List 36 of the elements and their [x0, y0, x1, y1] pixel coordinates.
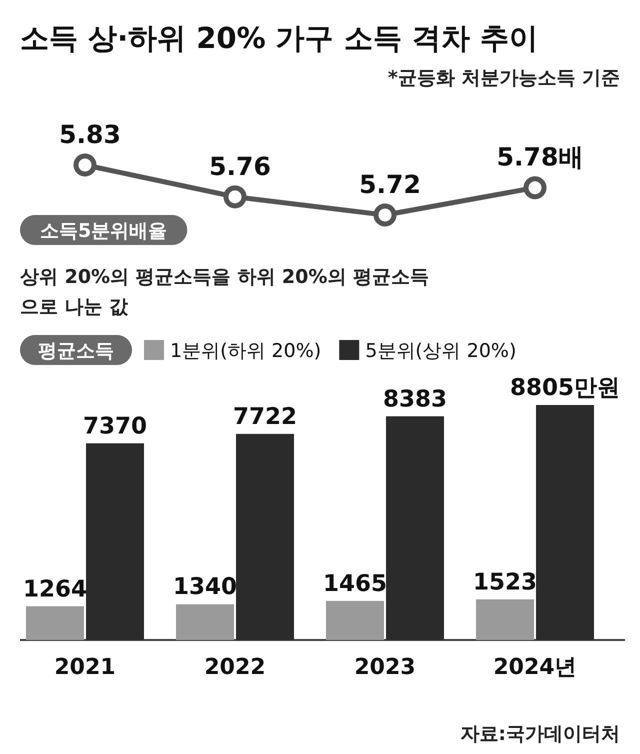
text: 자료:국가데이터처 [460, 723, 620, 745]
data-label: 8383 [382, 386, 448, 412]
x-tick-label: 2021 [54, 655, 116, 680]
point [224, 185, 246, 208]
bar [86, 443, 144, 640]
bar [26, 606, 84, 640]
data-label: 5.83 [59, 120, 121, 149]
data-label: 1465 [322, 570, 388, 597]
chart-title: 소득 상·하위 20% 가구 소득 격차 추이 [20, 21, 538, 55]
legend-title: 평균소득 [38, 340, 114, 362]
data-label: 5.76 [209, 152, 271, 181]
bar [386, 416, 444, 640]
x-tick-label: 2022 [204, 655, 266, 680]
bar [176, 604, 234, 640]
data-label: 5.72 [359, 170, 421, 199]
chart-subtitle: *균등화 처분가능소득 기준 [388, 67, 620, 89]
legend-label: 1분위(하위 20%) [170, 340, 322, 362]
data-label: 1523 [472, 569, 538, 596]
data-label: 8805만원 [510, 375, 620, 401]
point [524, 176, 546, 200]
data-label: 5.78배 [496, 142, 584, 172]
data-label: 7722 [232, 404, 298, 430]
bar [476, 599, 534, 640]
bar [236, 434, 294, 640]
x-tick-label: 2023 [354, 655, 416, 680]
point [374, 204, 396, 226]
text: 상위 20%의 평균소득을 하위 20%의 평균소득으로 나눈 값 [20, 265, 430, 320]
point [74, 154, 96, 176]
series-label: 소득5분위배율 [40, 220, 168, 242]
x-tick-label: 2024년 [493, 655, 577, 680]
data-label: 1264 [22, 576, 88, 602]
data-label: 1340 [172, 574, 238, 600]
legend-label: 5분위(상위 20%) [365, 340, 516, 362]
data-label: 7370 [82, 413, 148, 440]
bar [536, 405, 594, 640]
bar [326, 600, 384, 640]
